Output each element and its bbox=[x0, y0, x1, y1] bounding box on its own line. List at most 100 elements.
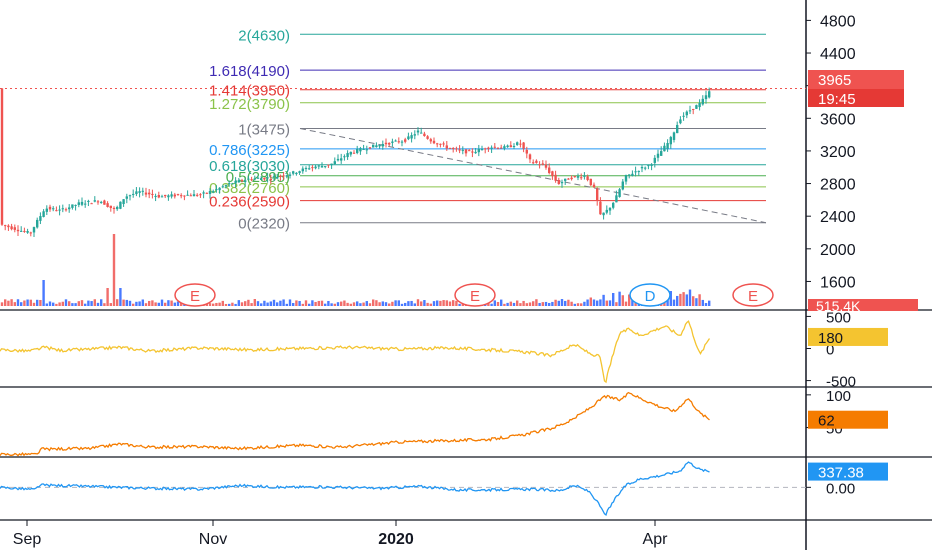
candle-body bbox=[263, 177, 266, 180]
indicator-3-tick-label: 0.00 bbox=[826, 480, 855, 497]
volume-bar bbox=[416, 299, 420, 306]
volume-bar bbox=[455, 300, 458, 306]
volume-bar bbox=[215, 302, 218, 306]
candle-body bbox=[394, 140, 397, 142]
indicator-2-tick-label: 100 bbox=[826, 388, 851, 405]
volume-bar bbox=[535, 299, 538, 306]
volume-bar bbox=[106, 288, 109, 306]
candle-body bbox=[221, 186, 224, 188]
candle-body bbox=[484, 148, 487, 150]
candle-body bbox=[330, 163, 333, 166]
volume-bar bbox=[282, 299, 285, 306]
candle-body bbox=[618, 189, 621, 197]
candle-body bbox=[701, 98, 704, 105]
candle-body bbox=[109, 205, 112, 209]
volume-bar bbox=[276, 302, 279, 306]
candle-body bbox=[295, 172, 298, 175]
volume-bar bbox=[356, 301, 359, 306]
candle-body bbox=[608, 207, 612, 211]
event-marker-letter: E bbox=[470, 288, 480, 305]
volume-bar bbox=[618, 291, 621, 306]
volume-bar bbox=[173, 302, 176, 306]
candle-body bbox=[16, 229, 20, 232]
indicator-1-tick-label: 500 bbox=[826, 309, 851, 326]
candle-body bbox=[560, 181, 564, 184]
volume-bar bbox=[112, 234, 116, 306]
last-price-badge bbox=[808, 70, 904, 89]
event-marker bbox=[174, 283, 216, 307]
candle-body bbox=[359, 148, 362, 152]
candle-body bbox=[589, 178, 592, 186]
candle-body bbox=[538, 164, 541, 166]
volume-bar bbox=[669, 291, 672, 306]
candle-body bbox=[388, 142, 391, 145]
candle-body bbox=[308, 168, 311, 170]
candle-body bbox=[231, 183, 234, 185]
candle-body bbox=[196, 194, 199, 196]
candle-body bbox=[269, 179, 272, 181]
candle-body bbox=[628, 174, 631, 176]
volume-bar bbox=[631, 297, 634, 306]
volume-bar bbox=[240, 302, 244, 306]
candle-body bbox=[202, 192, 205, 194]
candle-body bbox=[708, 91, 711, 98]
candle-body bbox=[500, 147, 503, 149]
y-tick-label: 4400 bbox=[820, 46, 856, 63]
y-tick-label: 2800 bbox=[820, 177, 856, 194]
candle-body bbox=[596, 188, 599, 201]
volume-bar bbox=[624, 301, 628, 306]
candle-body bbox=[90, 203, 93, 205]
volume-bar bbox=[64, 299, 68, 306]
volume-bar bbox=[109, 303, 112, 306]
volume-bar bbox=[570, 301, 573, 306]
y-tick-label: 3600 bbox=[820, 111, 856, 128]
indicator-2-line bbox=[0, 391, 710, 457]
volume-bar bbox=[567, 299, 570, 306]
volume-bar bbox=[42, 280, 45, 306]
candle-body bbox=[407, 136, 410, 140]
volume-bar bbox=[157, 302, 160, 306]
volume-bar bbox=[122, 299, 125, 306]
volume-bar bbox=[308, 303, 311, 306]
volume-bar bbox=[621, 295, 624, 306]
volume-bar bbox=[548, 302, 551, 306]
candle-body bbox=[688, 110, 692, 112]
candle-body bbox=[272, 176, 276, 178]
volume-bar bbox=[7, 300, 10, 306]
candle-body bbox=[208, 190, 212, 194]
candle-body bbox=[695, 105, 698, 109]
volume-bar bbox=[84, 303, 87, 306]
candle-body bbox=[240, 180, 244, 182]
volume-bar bbox=[528, 302, 532, 306]
volume-bar bbox=[580, 303, 583, 306]
volume-bar bbox=[516, 300, 519, 306]
candle-body bbox=[36, 219, 39, 228]
event-marker bbox=[629, 283, 671, 307]
volume-bar bbox=[103, 303, 106, 306]
volume-bar bbox=[176, 301, 180, 306]
candle-body bbox=[26, 231, 29, 233]
candle-body bbox=[576, 176, 580, 178]
candle-body bbox=[138, 191, 141, 193]
fib-level-label: 0.618(3030) bbox=[209, 158, 290, 175]
candle-body bbox=[352, 152, 356, 154]
volume-bar bbox=[330, 303, 333, 306]
candle-body bbox=[634, 171, 637, 173]
volume-bar bbox=[599, 299, 602, 306]
volume-bar bbox=[439, 300, 442, 306]
volume-bar bbox=[55, 303, 58, 306]
volume-bar bbox=[346, 302, 349, 306]
volume-bar bbox=[39, 299, 42, 306]
candle-body bbox=[183, 195, 186, 197]
volume-bar bbox=[292, 303, 295, 306]
candle-body bbox=[135, 191, 138, 195]
volume-bar bbox=[388, 303, 391, 306]
candle-body bbox=[448, 147, 452, 149]
candle-body bbox=[391, 141, 394, 143]
candle-body bbox=[157, 195, 160, 198]
volume-bar bbox=[701, 299, 704, 306]
volume-bar bbox=[589, 297, 592, 306]
volume-bar bbox=[119, 288, 122, 306]
countdown-value: 19:45 bbox=[818, 91, 856, 108]
candle-body bbox=[423, 133, 426, 137]
